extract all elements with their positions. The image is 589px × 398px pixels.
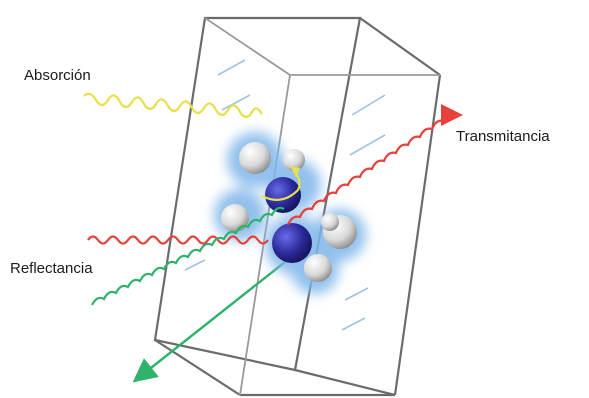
- atom-hydrogen: [304, 254, 332, 282]
- absorption-rotation-arrowhead: [290, 166, 300, 177]
- atom-hydrogen: [221, 204, 249, 232]
- cuvette-back-edge-vert: [239, 74, 291, 396]
- incident-ray: [87, 235, 269, 245]
- absorption-rotation-arrow: [261, 173, 301, 201]
- cuvette-back-edge-top: [204, 17, 291, 76]
- cuvette-edge-bottom-right: [294, 368, 396, 397]
- glass-reflections: [184, 59, 386, 331]
- atom-center: [265, 177, 301, 213]
- atom-hydrogen: [283, 149, 305, 171]
- cuvette-edge-top-right: [359, 17, 441, 76]
- atom-hydrogen: [321, 213, 339, 231]
- label-reflectance: Reflectancia: [10, 260, 93, 277]
- cuvette-edge-right: [393, 74, 442, 396]
- reflectance-ray: [91, 206, 285, 306]
- molecule: [221, 142, 357, 282]
- transmitted-ray: [286, 104, 463, 226]
- absorption-ray: [83, 92, 263, 119]
- cuvette-edge-bottom-left: [154, 339, 241, 396]
- label-transmittance: Transmitancia: [456, 128, 550, 145]
- reflected-ray-arrow: [132, 261, 286, 383]
- atom-center: [272, 223, 312, 263]
- label-absorption: Absorción: [24, 67, 91, 84]
- atom-hydrogen: [239, 142, 271, 174]
